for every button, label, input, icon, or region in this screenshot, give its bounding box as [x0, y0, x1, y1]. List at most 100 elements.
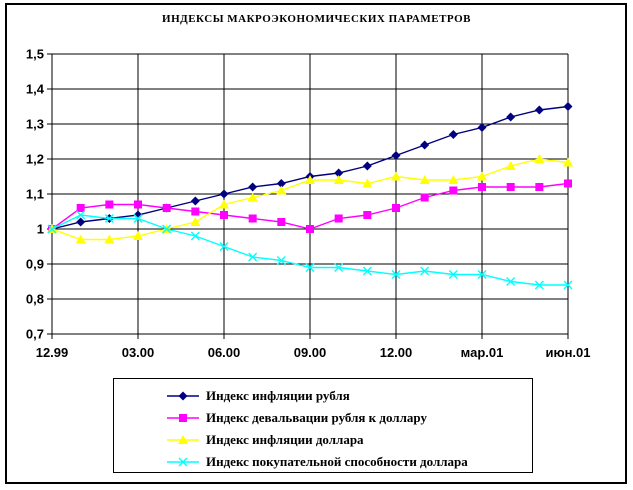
diamond-marker — [506, 112, 516, 122]
diamond-marker — [178, 391, 188, 401]
x-marker — [477, 270, 487, 279]
x-marker — [334, 263, 344, 272]
triangle-marker — [419, 175, 430, 184]
square-marker — [76, 204, 85, 212]
triangle-marker — [505, 161, 516, 170]
x-marker — [248, 252, 258, 262]
y-tick-label: 0,9 — [26, 257, 44, 272]
y-tick-label: 1,5 — [26, 47, 44, 62]
triangle-marker — [448, 175, 459, 184]
x-marker — [563, 280, 573, 290]
x-marker — [276, 256, 286, 265]
y-tick-label: 1,1 — [26, 187, 44, 202]
x-marker — [162, 224, 172, 234]
legend-label: Индекс инфляции рубля — [206, 388, 350, 403]
x-tick-label: 03.00 — [122, 345, 155, 360]
diamond-marker — [534, 105, 544, 115]
square-marker — [162, 204, 171, 212]
square-marker — [392, 204, 400, 212]
square-marker — [134, 200, 142, 209]
diamond-marker — [391, 151, 401, 160]
y-tick-label: 1,4 — [26, 82, 45, 97]
square-marker — [363, 211, 372, 219]
chart-title: ИНДЕКСЫ МАКРОЭКОНОМИЧЕСКИХ ПАРАМЕТРОВ — [162, 13, 471, 25]
triangle-marker — [276, 185, 287, 195]
x-tick-label: июн.01 — [545, 345, 590, 360]
x-legend-icon — [167, 457, 199, 467]
legend-item: Индекс инфляции доллара — [114, 429, 532, 451]
x-marker — [506, 277, 516, 286]
x-tick-label: 12.00 — [380, 345, 413, 360]
x-marker — [420, 266, 430, 276]
triangle-marker — [178, 435, 188, 444]
legend-item: Индекс инфляции рубля — [114, 385, 532, 407]
x-marker — [448, 270, 458, 279]
x-tick-label: мар.01 — [461, 345, 504, 360]
square-marker — [420, 193, 429, 202]
y-tick-label: 1 — [37, 222, 44, 237]
square-marker — [306, 225, 314, 233]
x-tick-label: 09.00 — [294, 345, 327, 360]
diamond-marker — [219, 189, 229, 199]
diamond-marker — [276, 179, 286, 188]
square-marker — [220, 211, 228, 219]
diamond-marker — [190, 196, 200, 206]
triangle-marker — [391, 171, 401, 181]
x-marker — [104, 214, 114, 223]
diamond-marker — [76, 217, 86, 227]
square-marker — [564, 179, 572, 188]
triangle-marker — [534, 154, 545, 163]
diamond-marker — [133, 210, 143, 220]
square-marker — [449, 186, 458, 195]
square-legend-icon — [167, 414, 199, 422]
y-tick-label: 1,2 — [26, 152, 44, 167]
square-marker — [277, 218, 286, 226]
x-marker — [47, 224, 57, 234]
series-3 — [47, 210, 573, 290]
triangle-marker — [477, 171, 487, 181]
diamond-marker — [362, 161, 372, 171]
x-marker — [305, 263, 315, 272]
x-marker — [362, 266, 372, 276]
x-marker — [190, 231, 200, 241]
triangle-legend-icon — [167, 435, 199, 444]
triangle-marker — [219, 199, 229, 209]
square-marker — [334, 214, 343, 223]
y-tick-label: 1,3 — [26, 117, 44, 132]
square-marker — [478, 183, 486, 191]
y-tick-label: 0,8 — [26, 292, 44, 307]
x-marker — [534, 280, 544, 290]
square-marker — [105, 200, 114, 209]
x-marker — [391, 270, 401, 279]
square-marker — [179, 414, 187, 422]
legend-label: Индекс девальвации рубля к доллару — [206, 410, 427, 425]
legend-item: Индекс девальвации рубля к доллару — [114, 407, 532, 429]
legend-box: Индекс инфляции рубля Индекс девальвации … — [113, 378, 533, 473]
diamond-marker — [448, 130, 458, 139]
y-tick-label: 0,7 — [26, 327, 44, 342]
gridlines — [47, 53, 569, 339]
triangle-marker — [247, 192, 258, 202]
square-marker — [248, 214, 257, 223]
legend-label: Индекс инфляции доллара — [206, 432, 364, 447]
triangle-marker — [362, 178, 373, 188]
triangle-marker — [104, 234, 115, 244]
triangle-marker — [133, 231, 143, 240]
square-marker — [535, 183, 544, 191]
square-marker — [506, 183, 515, 191]
diamond-marker — [420, 140, 430, 150]
triangle-marker — [563, 157, 573, 167]
x-marker — [219, 242, 229, 251]
diamond-marker — [477, 123, 487, 132]
x-tick-label: 06.00 — [208, 345, 241, 360]
triangle-marker — [75, 234, 86, 244]
series-2 — [47, 154, 573, 244]
diamond-marker — [563, 102, 573, 111]
triangle-marker — [190, 217, 201, 226]
x-marker — [76, 210, 86, 220]
triangle-marker — [305, 175, 315, 184]
outer-border — [5, 3, 627, 484]
diamond-marker — [248, 182, 258, 192]
x-marker — [133, 214, 143, 223]
triangle-marker — [333, 175, 344, 184]
